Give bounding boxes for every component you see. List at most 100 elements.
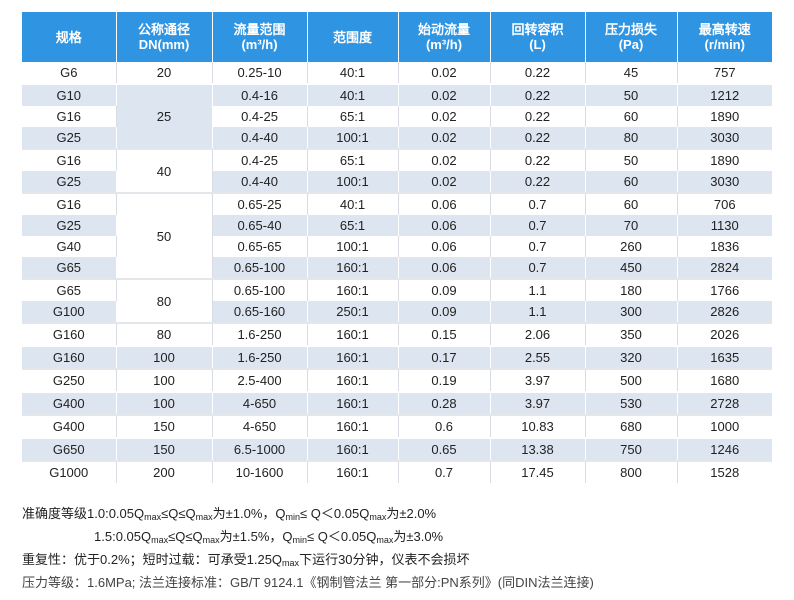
cell-ratio: 160:1 — [307, 391, 399, 415]
cell-ratio: 65:1 — [307, 215, 399, 236]
cell-volume: 0.22 — [490, 62, 586, 84]
cell-dn: 80 — [116, 322, 213, 346]
column-header-line1: 最高转速 — [698, 22, 751, 37]
table-body: G6 20 0.25-10 40:1 0.02 0.22 45 757 G10 25 0.4-16 4… — [22, 62, 772, 483]
note-text: ≤ Q＜0.05Q — [307, 529, 377, 544]
cell-volume: 0.22 — [490, 106, 586, 127]
cell-volume: 10.83 — [490, 414, 586, 438]
column-header-line1: 范围度 — [332, 29, 372, 45]
cell-volume: 2.06 — [490, 322, 586, 346]
cell-dn: 50 — [116, 192, 213, 279]
cell-max-speed: 1635 — [677, 345, 772, 369]
cell-flow-range: 0.65-100 — [212, 257, 308, 279]
cell-pressure-loss: 300 — [585, 301, 678, 323]
cell-pressure-loss: 530 — [585, 391, 678, 415]
cell-spec: G160 — [22, 322, 117, 346]
column-header: 压力损失 (Pa) — [585, 12, 678, 62]
accuracy-label: 1.5: — [94, 529, 116, 544]
note-text: 为±1.5%，Q — [219, 529, 293, 544]
column-header: 流量范围 (m³/h) — [212, 12, 308, 62]
table-header-row: 规格 公称通径 DN(mm) 流量范围 (m³/h) 范围度 始动流量 (m³/h) 回转容积(… — [22, 12, 772, 62]
cell-dn: 150 — [116, 414, 213, 438]
cell-spec: G16 — [22, 192, 117, 215]
table-row: G160 80 1.6-250 160:1 0.15 2.06 350 2026 — [22, 322, 772, 346]
column-header: 始动流量 (m³/h) — [398, 12, 491, 62]
cell-volume: 0.22 — [490, 127, 586, 149]
cell-flow-range: 0.4-40 — [212, 171, 308, 193]
note-sub: max — [369, 512, 387, 522]
cell-start-flow: 0.06 — [398, 236, 491, 257]
cell-pressure-loss: 260 — [585, 236, 678, 257]
cell-start-flow: 0.02 — [398, 127, 491, 149]
table-row: G100 0.65-160 250:1 0.09 1.1 300 2826 — [22, 301, 772, 323]
cell-ratio: 40:1 — [307, 62, 399, 84]
cell-ratio: 160:1 — [307, 437, 399, 461]
note-sub: max — [376, 535, 394, 545]
cell-spec: G1000 — [22, 460, 117, 483]
spec-table: 规格 公称通径 DN(mm) 流量范围 (m³/h) 范围度 始动流量 (m³/h) 回转容积(… — [22, 12, 772, 483]
cell-spec: G400 — [22, 414, 117, 438]
cell-spec: G16 — [22, 148, 117, 171]
column-header-line1: 始动流量 — [417, 22, 470, 37]
column-header-line2: (m³/h) — [425, 37, 463, 52]
cell-ratio: 65:1 — [307, 148, 399, 171]
column-header: 最高转速 (r/min) — [677, 12, 772, 62]
cell-max-speed: 1836 — [677, 236, 772, 257]
table-row: G25 0.65-40 65:1 0.06 0.7 70 1130 — [22, 215, 772, 236]
cell-spec: G250 — [22, 368, 117, 392]
cell-dn: 200 — [116, 460, 213, 483]
cell-max-speed: 1246 — [677, 437, 772, 461]
cell-max-speed: 2824 — [677, 257, 772, 279]
cell-pressure-loss: 50 — [585, 148, 678, 171]
cell-flow-range: 0.4-25 — [212, 148, 308, 171]
cell-pressure-loss: 60 — [585, 192, 678, 215]
note-text: 压力等级：1.6MPa; 法兰连接标准：GB/T 9124.1《钢制管法兰 第一… — [22, 575, 594, 590]
cell-pressure-loss: 750 — [585, 437, 678, 461]
note-sub: max — [202, 535, 220, 545]
cell-pressure-loss: 500 — [585, 368, 678, 392]
cell-flow-range: 0.4-25 — [212, 106, 308, 127]
cell-pressure-loss: 80 — [585, 127, 678, 149]
cell-volume: 0.7 — [490, 236, 586, 257]
note-sub: max — [282, 558, 300, 568]
cell-volume: 0.7 — [490, 257, 586, 279]
cell-dn: 150 — [116, 437, 213, 461]
column-header-line2: (Pa) — [618, 37, 644, 52]
column-header: 规格 — [22, 12, 117, 62]
note-text: ≤Q≤Q — [168, 529, 203, 544]
cell-max-speed: 3030 — [677, 127, 772, 149]
cell-flow-range: 0.4-40 — [212, 127, 308, 149]
column-header-line2: (L) — [529, 37, 546, 52]
cell-max-speed: 1680 — [677, 368, 772, 392]
cell-pressure-loss: 680 — [585, 414, 678, 438]
cell-pressure-loss: 320 — [585, 345, 678, 369]
table-row: G16 50 0.65-25 40:1 0.06 0.7 60 706 — [22, 192, 772, 279]
cell-start-flow: 0.06 — [398, 215, 491, 236]
table-row: G6 20 0.25-10 40:1 0.02 0.22 45 757 — [22, 62, 772, 84]
cell-flow-range: 0.4-16 — [212, 83, 308, 106]
cell-volume: 0.22 — [490, 83, 586, 106]
table-row: G400 150 4-650 160:1 0.6 10.83 680 1000 — [22, 414, 772, 438]
cell-max-speed: 3030 — [677, 171, 772, 193]
cell-flow-range: 0.65-65 — [212, 236, 308, 257]
cell-max-speed: 1130 — [677, 215, 772, 236]
cell-flow-range: 4-650 — [212, 391, 308, 415]
cell-volume: 0.22 — [490, 171, 586, 193]
cell-max-speed: 2826 — [677, 301, 772, 323]
cell-start-flow: 0.19 — [398, 368, 491, 392]
column-header: 回转容积 (L) — [490, 12, 586, 62]
table-row: G25 0.4-40 100:1 0.02 0.22 60 3030 — [22, 171, 772, 193]
table-row: G65 0.65-100 160:1 0.06 0.7 450 2824 — [22, 257, 772, 279]
cell-flow-range: 1.6-250 — [212, 345, 308, 369]
cell-ratio: 40:1 — [307, 83, 399, 106]
column-header-line2: DN(mm) — [138, 37, 190, 52]
accuracy-note-1: 准确度等级1.0:0.05Qmax≤Q≤Qmax为±1.0%，Qmin≤ Q＜0… — [22, 502, 782, 525]
cell-flow-range: 2.5-400 — [212, 368, 308, 392]
cell-ratio: 160:1 — [307, 414, 399, 438]
cell-max-speed: 2026 — [677, 322, 772, 346]
cell-pressure-loss: 60 — [585, 106, 678, 127]
cell-spec: G650 — [22, 437, 117, 461]
note-sub: min — [285, 512, 301, 522]
cell-dn: 40 — [116, 148, 213, 193]
cell-flow-range: 0.25-10 — [212, 62, 308, 84]
